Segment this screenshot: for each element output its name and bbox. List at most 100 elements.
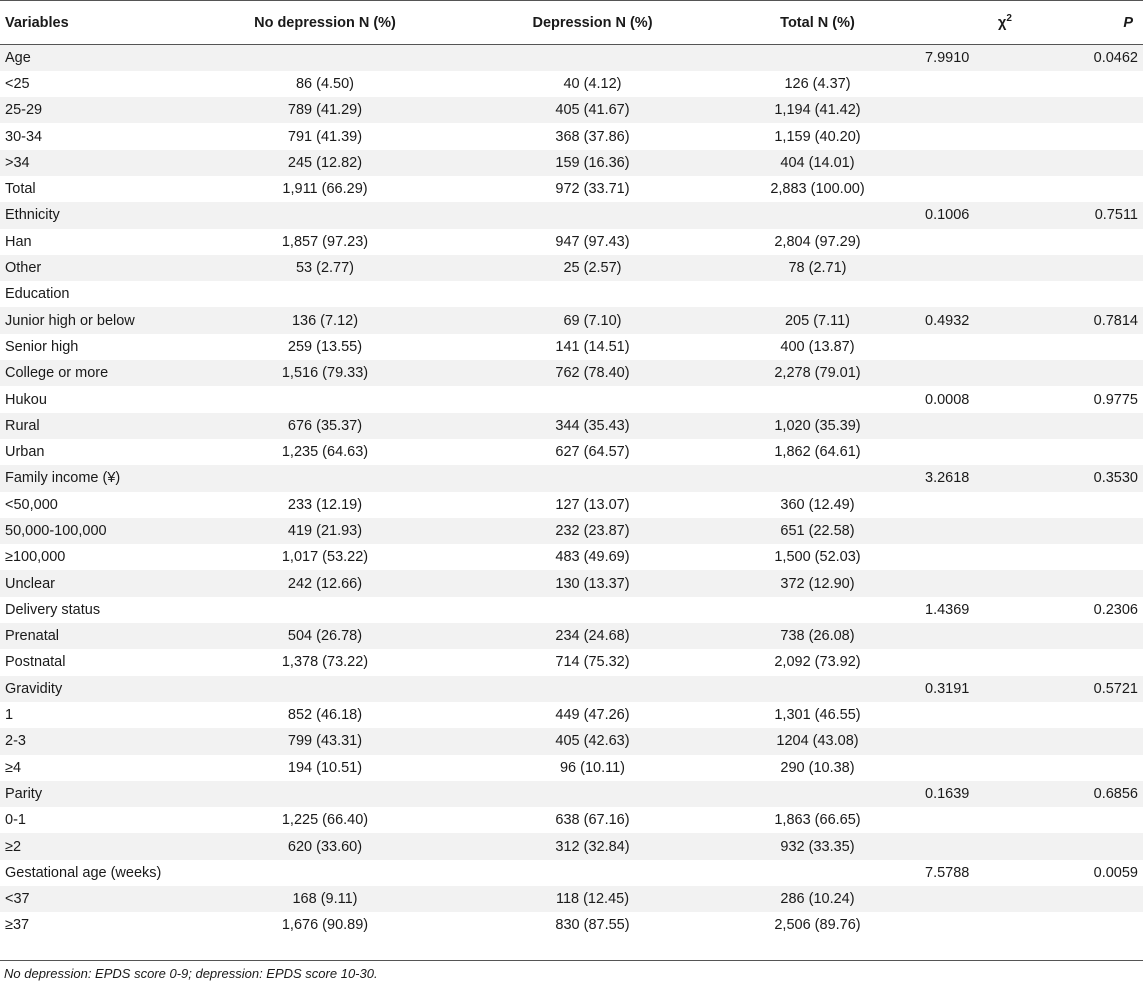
no-depression-cell: 852 (46.18) [287, 707, 363, 724]
p-value-cell [1045, 492, 1143, 518]
no-depression-cell: 419 (21.93) [175, 517, 475, 545]
table-row: 0-1 1,225 (66.40) 638 (67.16) 1,863 (66.65) [0, 807, 1143, 833]
data-table: Variables No depression N (%) Depression… [0, 0, 1143, 934]
p-value-cell: 0.3530 [1045, 465, 1143, 492]
p-value-cell [1045, 728, 1143, 755]
p-value-cell [1045, 807, 1143, 833]
no-depression-cell: 1,911 (66.29) [282, 181, 368, 198]
no-depression-cell: 233 (12.19) [287, 496, 363, 513]
variable-cell: Junior high or below [0, 307, 175, 334]
p-value-cell [1045, 97, 1143, 124]
no-depression-cell: 1,857 (97.23) [281, 233, 369, 250]
no-depression-cell: 1,676 (90.89) [281, 917, 369, 934]
total-cell [710, 465, 925, 492]
no-depression-cell [175, 386, 475, 412]
depression-cell: 368 (37.86) [555, 128, 630, 145]
chi-square-cell: 0.0008 [925, 391, 970, 408]
total-cell: 126 (4.37) [784, 75, 851, 92]
depression-cell: 830 (87.55) [555, 917, 630, 934]
depression-cell [475, 597, 710, 623]
variable-cell: 2-3 [0, 728, 175, 755]
variable-cell: 0-1 [5, 812, 26, 829]
table-row: Han 1,857 (97.23) 947 (97.43) 2,804 (97.29) [0, 229, 1143, 255]
total-cell: 1,500 (52.03) [774, 549, 861, 566]
no-depression-cell: 791 (41.39) [287, 128, 363, 145]
no-depression-cell: 1,017 (53.22) [281, 549, 369, 566]
depression-cell [475, 44, 710, 71]
chi-square-cell [925, 254, 1045, 282]
depression-cell: 405 (42.63) [475, 728, 710, 755]
no-depression-cell [175, 675, 475, 702]
p-value-cell [1045, 149, 1143, 176]
total-cell: 2,506 (89.76) [774, 917, 861, 934]
table-row: Ethnicity 0.1006 0.7511 [0, 202, 1143, 229]
chi-square-cell [925, 702, 1045, 728]
depression-cell: 714 (75.32) [555, 654, 630, 671]
table-row: <50,000 233 (12.19) 127 (13.07) 360 (12.49) [0, 492, 1143, 518]
depression-cell: 232 (23.87) [475, 517, 710, 545]
p-value-cell [1045, 649, 1143, 675]
p-value-cell [1045, 412, 1143, 439]
depression-cell: 344 (35.43) [475, 412, 710, 439]
depression-cell: 947 (97.43) [555, 233, 630, 250]
total-cell: 205 (7.11) [710, 307, 925, 334]
p-value-cell [1045, 623, 1143, 650]
total-cell: 404 (14.01) [710, 149, 925, 176]
variable-cell: Han [5, 233, 32, 250]
table-row: Senior high 259 (13.55) 141 (14.51) 400 (13… [0, 334, 1143, 360]
table-row: Rural 676 (35.37) 344 (35.43) 1,020 (35.39) [0, 412, 1143, 439]
depression-cell [475, 386, 710, 412]
table-row: 25-29 789 (41.29) 405 (41.67) 1,194 (41.42) [0, 97, 1143, 124]
total-cell: 738 (26.08) [710, 623, 925, 650]
p-value-cell: 0.0059 [1093, 864, 1138, 881]
table-bottom-rule [0, 960, 1143, 961]
total-cell [710, 780, 925, 808]
variable-cell: Delivery status [5, 601, 101, 618]
variable-cell: <50,000 [5, 496, 58, 513]
depression-cell: 483 (49.69) [555, 549, 630, 566]
depression-cell: 159 (16.36) [475, 149, 710, 176]
no-depression-cell: 245 (12.82) [175, 149, 475, 176]
depression-cell [475, 281, 710, 307]
p-value-cell [1045, 755, 1143, 781]
chi-square-cell [925, 123, 1045, 149]
no-depression-cell: 86 (4.50) [295, 75, 355, 92]
table-row: Gravidity 0.3191 0.5721 [0, 675, 1143, 702]
depression-cell: 638 (67.16) [555, 812, 630, 829]
depression-cell: 96 (10.11) [559, 759, 626, 776]
p-value-cell [1045, 123, 1143, 149]
no-depression-cell [175, 597, 475, 623]
variable-cell: 1 [5, 707, 14, 724]
p-value-cell: 0.6856 [1045, 780, 1143, 808]
chi-square-cell [925, 570, 1045, 597]
variable-cell: Age [0, 44, 175, 71]
table-row: Postnatal 1,378 (73.22) 714 (75.32) 2,092 (… [0, 649, 1143, 675]
total-cell: 400 (13.87) [780, 338, 855, 355]
variable-cell: 25-29 [0, 97, 175, 124]
no-depression-cell: 620 (33.60) [175, 833, 475, 860]
total-cell [710, 44, 925, 71]
p-value-cell [1045, 570, 1143, 597]
no-depression-cell: 259 (13.55) [287, 338, 363, 355]
chi-square-cell [925, 755, 1045, 781]
variable-cell: <25 [5, 75, 30, 92]
no-depression-cell: 789 (41.29) [175, 97, 475, 124]
p-value-cell: 0.0462 [1045, 44, 1143, 71]
depression-cell [475, 860, 710, 886]
total-cell [710, 281, 925, 307]
chi-square-cell: 7.9910 [925, 44, 1045, 71]
chi-square-cell [925, 71, 1045, 97]
variable-cell: Total [5, 181, 36, 198]
table-row: Delivery status 1.4369 0.2306 [0, 597, 1143, 623]
depression-cell [475, 780, 710, 808]
header-row: Variables No depression N (%) Depression… [0, 0, 1143, 45]
chi-square-cell [925, 886, 1045, 913]
variable-cell: Urban [5, 444, 45, 461]
total-cell [710, 202, 925, 229]
chi-square-cell [925, 544, 1045, 570]
no-depression-cell [175, 860, 475, 886]
chi-square-cell [925, 623, 1045, 650]
chi-square-cell [925, 97, 1045, 124]
depression-cell: 69 (7.10) [475, 307, 710, 334]
p-value-cell: 0.9775 [1093, 391, 1138, 408]
